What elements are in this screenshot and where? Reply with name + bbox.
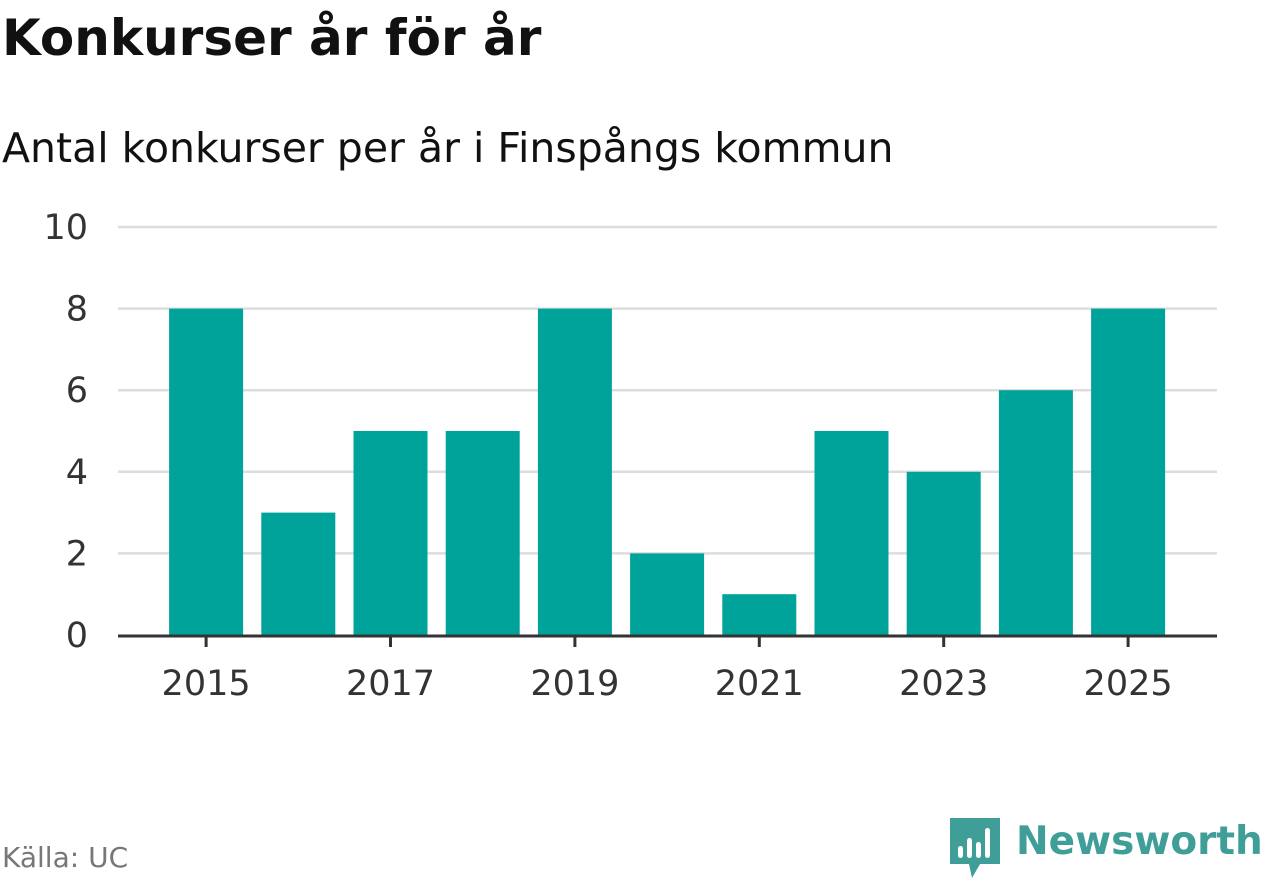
x-tick-label: 2017 <box>346 664 435 704</box>
x-tick-label: 2023 <box>899 664 988 704</box>
axes <box>118 634 1217 647</box>
newsworthy-logo-icon <box>950 818 1000 878</box>
brand-name: Newsworthy <box>1016 819 1262 864</box>
newsworthy-logo: Newsworthy <box>950 818 1262 880</box>
y-tick-label: 8 <box>66 290 88 330</box>
bar-2022 <box>814 431 889 635</box>
x-tick-label: 2019 <box>530 664 619 704</box>
source-label: Källa: UC <box>2 841 129 874</box>
bar-2017 <box>353 431 428 635</box>
bars <box>169 308 1166 635</box>
bar-2024 <box>998 390 1073 635</box>
y-tick-labels: 0 2 4 6 8 10 <box>43 208 88 656</box>
bar-2020 <box>630 553 705 635</box>
x-tick-labels: 2015 2017 2019 2021 2023 2025 <box>162 664 1173 704</box>
bar-2015 <box>169 308 244 635</box>
bar-2025 <box>1091 308 1166 635</box>
y-tick-label: 0 <box>66 616 88 656</box>
x-tick-label: 2025 <box>1084 664 1173 704</box>
y-tick-label: 6 <box>66 371 88 411</box>
y-tick-label: 10 <box>43 208 88 248</box>
y-tick-label: 2 <box>66 534 88 574</box>
chart-title: Konkurser år för år <box>2 9 542 67</box>
bar-2021 <box>722 594 797 635</box>
bar-2018 <box>445 431 520 635</box>
bar-chart: 0 2 4 6 8 10 2015 2017 2019 2021 2023 2025 <box>43 208 1217 704</box>
bar-2019 <box>537 308 612 635</box>
x-tick-label: 2015 <box>162 664 251 704</box>
bar-2016 <box>261 512 336 635</box>
bar-2023 <box>906 471 981 635</box>
chart-subtitle: Antal konkurser per år i Finspångs kommu… <box>2 124 894 172</box>
x-tick-label: 2021 <box>715 664 804 704</box>
y-tick-label: 4 <box>66 453 88 493</box>
